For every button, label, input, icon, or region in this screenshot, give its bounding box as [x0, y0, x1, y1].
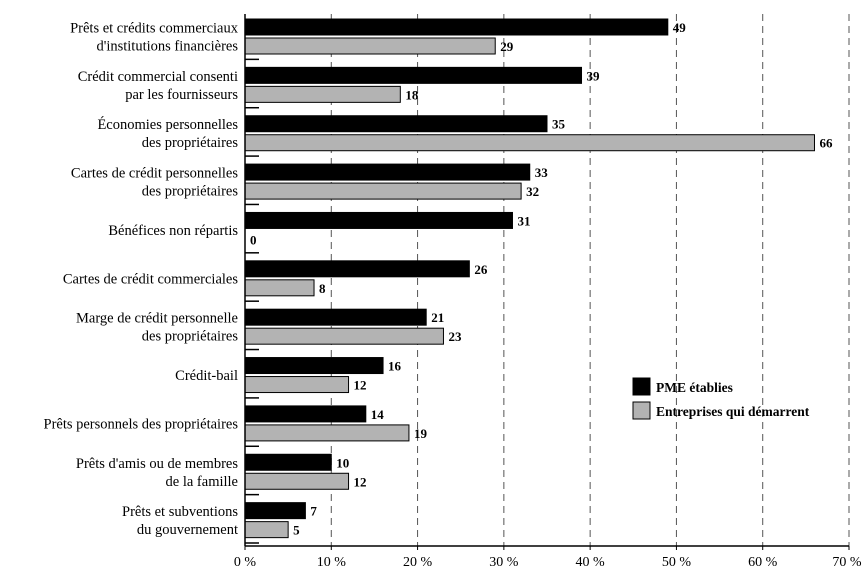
bar-pme-etablies-10	[244, 502, 306, 520]
value-labels: 49 29 39 18 35 66 33 32 31 0 26 8 21 23 16 12 14 19 10 12 75	[250, 20, 833, 538]
bar-entreprises-demarrent-1	[244, 85, 401, 103]
category-label: Crédit-bail	[175, 368, 238, 384]
value-label: 0	[250, 232, 257, 247]
bar-entreprises-demarrent-0	[244, 37, 496, 55]
bar-entreprises-demarrent-6	[244, 327, 444, 345]
bar-pme-etablies-7	[244, 357, 384, 375]
category-label: de la famille	[166, 474, 238, 490]
x-tick-label: 70 %	[832, 555, 862, 570]
value-label: 32	[526, 184, 539, 199]
value-label: 8	[319, 281, 326, 296]
category-label: Prêts personnels des propriétaires	[44, 416, 239, 432]
x-tick-label: 0 %	[234, 555, 257, 570]
bar-pme-etablies-2	[244, 115, 548, 133]
x-tick-labels: 0 % 10 % 20 % 30 % 40 % 50 % 60 % 70 %	[234, 555, 862, 570]
value-label: 7	[310, 504, 317, 519]
category-label: Crédit commercial consenti	[78, 69, 238, 85]
x-tick-label: 50 %	[662, 555, 692, 570]
bar-pme-etablies-3	[244, 163, 531, 181]
x-tick-label: 60 %	[748, 555, 778, 570]
bar-entreprises-demarrent-5	[244, 279, 315, 297]
bar-entreprises-demarrent-2	[244, 134, 815, 152]
bar-pme-etablies-9	[244, 453, 332, 471]
bar-entreprises-demarrent-9	[244, 472, 350, 490]
bars	[244, 18, 815, 539]
legend-label: Entreprises qui démarrent	[656, 404, 810, 419]
category-label: par les fournisseurs	[125, 87, 238, 103]
value-label: 66	[819, 136, 833, 151]
value-label: 12	[354, 474, 367, 489]
value-label: 5	[293, 523, 300, 538]
category-label: Prêts et crédits commerciaux	[70, 21, 239, 37]
value-label: 16	[388, 359, 402, 374]
value-label: 12	[354, 378, 367, 393]
bar-pme-etablies-8	[244, 405, 367, 423]
bar-pme-etablies-1	[244, 66, 583, 84]
legend-swatch	[632, 401, 651, 420]
category-labels: Prêts et crédits commerciaux d'institutio…	[44, 21, 239, 539]
value-label: 31	[517, 213, 530, 228]
category-label: des propriétaires	[142, 329, 239, 345]
category-label: Cartes de crédit personnelles	[71, 166, 238, 182]
category-label: Économies personnelles	[97, 116, 238, 133]
bar-entreprises-demarrent-10	[244, 521, 289, 539]
category-label: Prêts et subventions	[122, 504, 238, 520]
axes	[244, 14, 850, 550]
category-label: Prêts d'amis ou de membres	[76, 456, 238, 472]
category-label: du gouvernement	[137, 522, 238, 538]
category-label: Marge de crédit personnelle	[76, 311, 238, 327]
value-label: 10	[336, 455, 349, 470]
x-tick-label: 30 %	[489, 555, 519, 570]
bar-pme-etablies-5	[244, 260, 470, 278]
category-label: Cartes de crédit commerciales	[63, 271, 238, 287]
legend-label: PME établies	[656, 380, 733, 395]
bar-pme-etablies-6	[244, 308, 427, 326]
bar-entreprises-demarrent-7	[244, 376, 350, 394]
category-label: des propriétaires	[142, 184, 239, 200]
value-label: 21	[431, 310, 444, 325]
value-label: 18	[405, 87, 419, 102]
legend-swatch	[632, 377, 651, 396]
bar-entreprises-demarrent-8	[244, 424, 410, 442]
value-label: 23	[448, 329, 462, 344]
value-label: 26	[474, 262, 488, 277]
value-label: 33	[535, 165, 549, 180]
category-label: des propriétaires	[142, 135, 239, 151]
bar-pme-etablies-0	[244, 18, 669, 36]
bar-pme-etablies-4	[244, 211, 513, 229]
value-label: 19	[414, 426, 428, 441]
value-label: 35	[552, 117, 566, 132]
category-label: d'institutions financières	[96, 39, 238, 55]
value-label: 49	[673, 20, 687, 35]
grid-lines	[330, 14, 850, 546]
legend: PME établies Entreprises qui démarrent	[632, 377, 810, 420]
category-label: Bénéfices non répartis	[108, 223, 238, 239]
value-label: 39	[587, 68, 601, 83]
value-label: 14	[371, 407, 385, 422]
bar-entreprises-demarrent-3	[244, 182, 522, 200]
x-tick-label: 40 %	[576, 555, 606, 570]
value-label: 29	[500, 39, 514, 54]
x-tick-label: 10 %	[317, 555, 347, 570]
x-tick-label: 20 %	[403, 555, 433, 570]
